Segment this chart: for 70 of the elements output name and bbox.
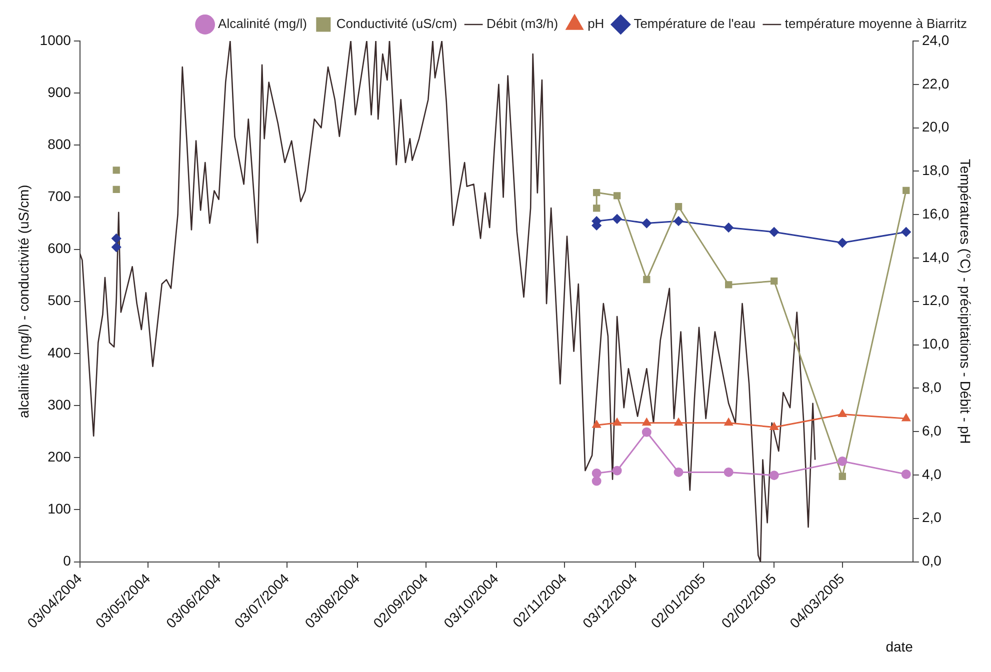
y2-tick-label: 16,0 bbox=[922, 205, 950, 222]
point bbox=[642, 427, 652, 437]
point bbox=[592, 468, 602, 478]
point bbox=[902, 414, 910, 422]
y2-tick-label: 8,0 bbox=[922, 379, 942, 396]
point bbox=[112, 234, 122, 244]
point bbox=[769, 470, 779, 480]
point bbox=[770, 278, 778, 285]
point bbox=[593, 188, 600, 196]
point bbox=[592, 476, 602, 486]
point bbox=[593, 204, 600, 212]
y-tick-label: 700 bbox=[48, 188, 72, 204]
point bbox=[725, 281, 732, 288]
legend-label: Débit (m3/h) bbox=[486, 16, 558, 32]
point bbox=[838, 238, 848, 248]
point bbox=[642, 418, 651, 426]
y-axis-title: alcalinité (mg/l) - conductivité (uS/cm) bbox=[15, 184, 32, 418]
y2-tick-label: 22,0 bbox=[922, 75, 950, 92]
y-tick-label: 200 bbox=[48, 448, 72, 464]
y2-tick-label: 12,0 bbox=[922, 292, 950, 308]
point bbox=[112, 242, 122, 252]
legend-label: Température de l'eau bbox=[634, 16, 756, 32]
point bbox=[112, 186, 120, 193]
point bbox=[643, 276, 650, 284]
y2-tick-label: 18,0 bbox=[922, 162, 950, 178]
point bbox=[724, 467, 734, 477]
y2-tick-label: 4,0 bbox=[922, 466, 942, 482]
y2-tick-label: 6,0 bbox=[922, 422, 942, 438]
point bbox=[770, 422, 778, 430]
y2-tick-label: 14,0 bbox=[922, 248, 950, 265]
point bbox=[901, 227, 911, 237]
legend-label: Alcalinité (mg/l) bbox=[218, 16, 307, 32]
point bbox=[838, 409, 847, 417]
y-tick-label: 0 bbox=[63, 552, 72, 569]
y-tick-label: 600 bbox=[48, 240, 72, 256]
point bbox=[674, 203, 682, 210]
point bbox=[901, 470, 911, 480]
point bbox=[613, 192, 621, 200]
y-tick-label: 400 bbox=[48, 344, 72, 360]
point bbox=[838, 472, 846, 480]
legend-label: Conductivité (uS/cm) bbox=[336, 16, 458, 32]
point bbox=[612, 418, 622, 426]
y-tick-label: 1000 bbox=[40, 32, 72, 48]
legend-label: pH bbox=[588, 16, 604, 32]
y2-tick-label: 0,0 bbox=[922, 552, 942, 569]
point bbox=[838, 456, 848, 466]
point bbox=[612, 214, 622, 224]
y-tick-label: 300 bbox=[48, 396, 72, 412]
point bbox=[769, 227, 779, 237]
point bbox=[642, 218, 652, 228]
point bbox=[592, 420, 601, 428]
point bbox=[674, 467, 684, 477]
point bbox=[724, 222, 734, 232]
y2-tick-label: 10,0 bbox=[922, 336, 950, 352]
point bbox=[674, 418, 683, 426]
y2-tick-label: 2,0 bbox=[922, 509, 942, 526]
point bbox=[112, 166, 120, 174]
y-tick-label: 100 bbox=[48, 500, 72, 517]
point bbox=[902, 186, 910, 194]
x-axis-title: date bbox=[886, 638, 914, 654]
y2-axis-title: Températures (°C) - précipitations - Débit - pH bbox=[958, 158, 974, 444]
legend-label: température moyenne à Biarritz bbox=[784, 16, 968, 32]
y-tick-label: 900 bbox=[48, 84, 72, 100]
y2-tick-label: 20,0 bbox=[922, 118, 950, 135]
point bbox=[724, 418, 733, 426]
y2-tick-label: 24,0 bbox=[922, 32, 950, 48]
point bbox=[612, 466, 622, 476]
y-tick-label: 800 bbox=[48, 136, 72, 152]
y-tick-label: 500 bbox=[48, 292, 72, 308]
point bbox=[674, 216, 684, 226]
